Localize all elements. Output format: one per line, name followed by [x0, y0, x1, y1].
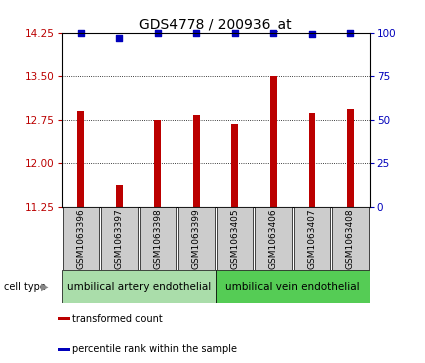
Bar [58, 348, 70, 351]
Text: ▶: ▶ [41, 282, 48, 292]
Text: transformed count: transformed count [72, 314, 163, 324]
Text: umbilical artery endothelial: umbilical artery endothelial [67, 282, 211, 292]
Bar [309, 113, 315, 207]
Point [309, 32, 315, 37]
Text: percentile rank within the sample: percentile rank within the sample [72, 344, 237, 354]
Bar [77, 111, 84, 207]
Bar [347, 109, 354, 207]
Bar [232, 125, 238, 207]
Text: GSM1063396: GSM1063396 [76, 208, 85, 269]
Bar [332, 207, 368, 270]
Point [77, 30, 84, 36]
Bar [193, 115, 200, 207]
Text: umbilical vein endothelial: umbilical vein endothelial [225, 282, 360, 292]
Bar [58, 317, 70, 321]
Bar [255, 207, 292, 270]
Text: GSM1063407: GSM1063407 [307, 208, 317, 269]
Bar [62, 270, 215, 303]
Text: GSM1063399: GSM1063399 [192, 208, 201, 269]
Bar [270, 76, 277, 207]
Bar [116, 185, 123, 207]
Point [155, 30, 162, 36]
Point [270, 30, 277, 36]
Point [347, 30, 354, 36]
Bar [101, 207, 138, 270]
Text: GSM1063408: GSM1063408 [346, 208, 355, 269]
Bar [294, 207, 330, 270]
Title: GDS4778 / 200936_at: GDS4778 / 200936_at [139, 18, 292, 32]
Text: cell type: cell type [4, 282, 46, 292]
Bar [217, 207, 253, 270]
Bar [154, 120, 162, 207]
Point [116, 35, 123, 41]
Bar [215, 270, 370, 303]
Point [193, 30, 200, 36]
Point [232, 30, 238, 36]
Bar [178, 207, 215, 270]
Text: GSM1063398: GSM1063398 [153, 208, 162, 269]
Text: GSM1063405: GSM1063405 [230, 208, 239, 269]
Bar [63, 207, 99, 270]
Text: GSM1063406: GSM1063406 [269, 208, 278, 269]
Text: GSM1063397: GSM1063397 [115, 208, 124, 269]
Bar [140, 207, 176, 270]
